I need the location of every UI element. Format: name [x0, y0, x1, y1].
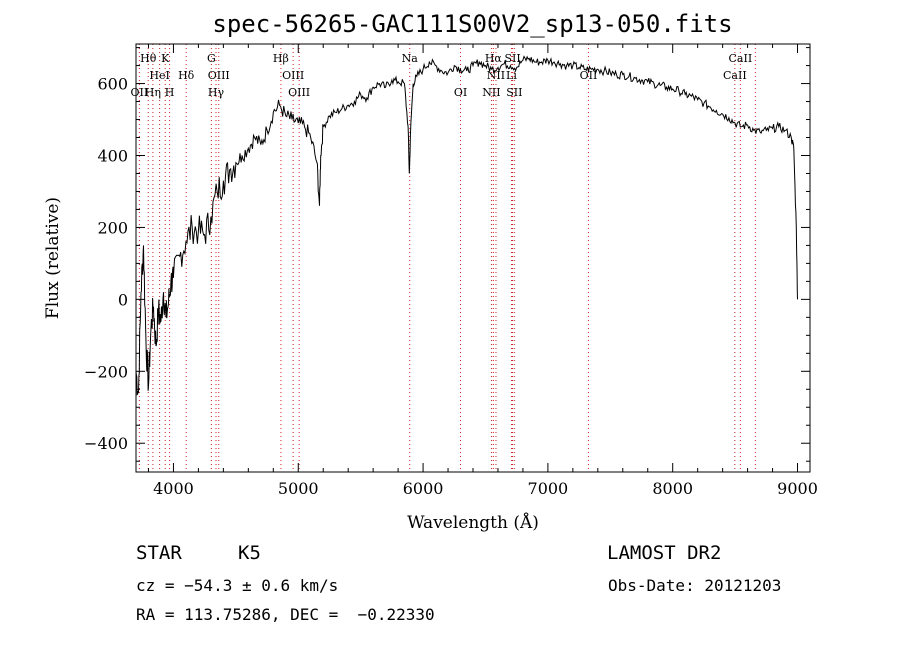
- line-label: NII: [482, 86, 500, 99]
- line-label: Li: [506, 69, 517, 82]
- line-label: Hθ: [140, 52, 157, 65]
- line-label: K: [161, 52, 170, 65]
- line-label: Hβ: [273, 52, 289, 65]
- x-tick-label: 4000: [153, 479, 194, 498]
- spectrum-line: [135, 55, 798, 396]
- x-tick-label: 9000: [777, 479, 818, 498]
- line-label: OI: [454, 86, 467, 99]
- line-label: OIII: [288, 86, 310, 99]
- line-label: SII: [504, 52, 520, 65]
- redshift-cz: cz = −54.3 ± 0.6 km/s: [136, 576, 339, 595]
- x-tick-label: 5000: [278, 479, 319, 498]
- y-tick-label: 400: [97, 146, 128, 165]
- y-tick-label: 200: [97, 218, 128, 237]
- coordinates: RA = 113.75286, DEC = −0.22330: [136, 605, 435, 624]
- object-class: STAR: [136, 542, 182, 564]
- line-label: Na: [402, 52, 419, 65]
- line-label: OIII: [282, 69, 304, 82]
- y-tick-label: −400: [84, 434, 128, 453]
- line-label: OII: [131, 86, 149, 99]
- line-label: Hα: [485, 52, 503, 65]
- x-tick-label: 7000: [528, 479, 569, 498]
- y-axis-label: Flux (relative): [43, 197, 63, 319]
- line-label: SII: [506, 86, 522, 99]
- y-axis: −400 −200 0 200 400 600: [84, 47, 810, 462]
- spectrum-series: [135, 55, 798, 396]
- line-label: Hδ: [178, 69, 195, 82]
- line-label: NII: [487, 69, 505, 82]
- line-label: Hη: [145, 86, 161, 99]
- line-label: HeI: [149, 69, 169, 82]
- y-tick-label: 0: [118, 290, 128, 309]
- observation-date: Obs-Date: 20121203: [608, 576, 782, 595]
- y-tick-label: −200: [84, 362, 128, 381]
- x-tick-label: 6000: [403, 479, 444, 498]
- line-label: CaII: [723, 69, 747, 82]
- line-label: OII: [580, 69, 598, 82]
- line-label: OIII: [208, 69, 230, 82]
- plot-frame: [135, 43, 811, 473]
- line-label: Hγ: [208, 86, 225, 99]
- line-label: CaII: [729, 52, 753, 65]
- x-axis-label: Wavelength (Å): [407, 512, 539, 533]
- object-subclass: K5: [238, 542, 261, 564]
- survey-name: LAMOST DR2: [607, 542, 722, 564]
- x-axis: 4000 5000 6000 7000 8000 9000: [147, 44, 818, 498]
- line-label: G: [207, 52, 216, 65]
- line-label: H: [165, 86, 175, 99]
- y-tick-label: 600: [97, 75, 128, 94]
- chart-title: spec-56265-GAC111S00V2_sp13-050.fits: [212, 10, 733, 38]
- line-markers: [138, 44, 756, 472]
- x-tick-label: 8000: [652, 479, 693, 498]
